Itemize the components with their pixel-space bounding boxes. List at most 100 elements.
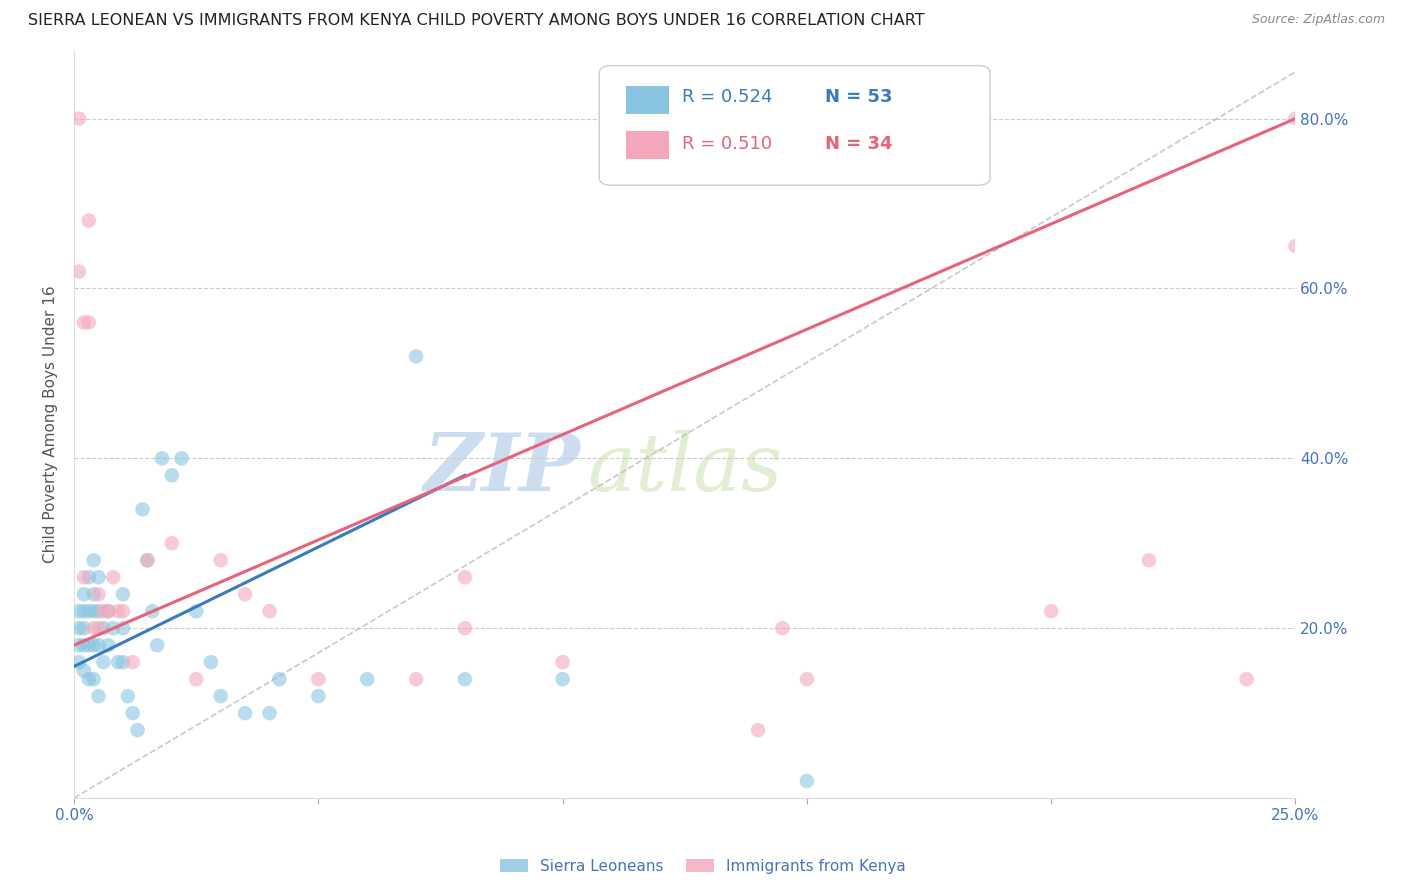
Text: SIERRA LEONEAN VS IMMIGRANTS FROM KENYA CHILD POVERTY AMONG BOYS UNDER 16 CORREL: SIERRA LEONEAN VS IMMIGRANTS FROM KENYA … — [28, 13, 925, 29]
Point — [67, 655, 90, 669]
Point — [160, 468, 183, 483]
Point — [136, 553, 159, 567]
Point — [405, 672, 427, 686]
Point — [97, 638, 120, 652]
Text: R = 0.524: R = 0.524 — [682, 88, 773, 106]
Point — [111, 655, 134, 669]
Bar — [626, 130, 669, 159]
Point — [150, 451, 173, 466]
Point — [87, 621, 110, 635]
Point — [93, 655, 115, 669]
Point — [127, 723, 149, 738]
Point — [796, 774, 818, 789]
Point — [67, 621, 90, 635]
Point — [170, 451, 193, 466]
Y-axis label: Child Poverty Among Boys Under 16: Child Poverty Among Boys Under 16 — [44, 285, 58, 563]
Point — [73, 638, 96, 652]
Point — [146, 638, 169, 652]
Point — [67, 112, 90, 126]
Point — [87, 689, 110, 703]
Point — [121, 706, 143, 720]
Point — [307, 689, 329, 703]
Text: Source: ZipAtlas.com: Source: ZipAtlas.com — [1251, 13, 1385, 27]
Text: ZIP: ZIP — [425, 431, 581, 508]
Point — [101, 621, 124, 635]
Point — [73, 621, 96, 635]
Point — [101, 570, 124, 584]
Point — [131, 502, 153, 516]
Point — [107, 655, 129, 669]
Point — [454, 621, 477, 635]
Point — [259, 706, 281, 720]
Point — [83, 672, 105, 686]
Point — [111, 587, 134, 601]
Point — [233, 706, 256, 720]
Point — [67, 604, 90, 618]
Point — [111, 621, 134, 635]
Point — [97, 604, 120, 618]
Point — [121, 655, 143, 669]
Text: atlas: atlas — [588, 431, 783, 508]
Point — [83, 553, 105, 567]
Point — [307, 672, 329, 686]
Point — [77, 638, 100, 652]
Point — [209, 553, 232, 567]
Point — [77, 604, 100, 618]
Point — [73, 570, 96, 584]
Point — [551, 672, 574, 686]
Point — [77, 570, 100, 584]
Point — [160, 536, 183, 550]
Point — [97, 604, 120, 618]
Point — [93, 604, 115, 618]
Point — [186, 604, 208, 618]
Point — [1137, 553, 1160, 567]
Point — [83, 587, 105, 601]
Point — [73, 664, 96, 678]
Point — [259, 604, 281, 618]
Text: N = 53: N = 53 — [825, 88, 893, 106]
Point — [796, 672, 818, 686]
FancyBboxPatch shape — [599, 66, 990, 186]
Point — [111, 604, 134, 618]
Point — [93, 621, 115, 635]
Text: R = 0.510: R = 0.510 — [682, 135, 772, 153]
Point — [269, 672, 291, 686]
Point — [233, 587, 256, 601]
Point — [1284, 112, 1306, 126]
Point — [136, 553, 159, 567]
Point — [356, 672, 378, 686]
Point — [772, 621, 794, 635]
Point — [73, 604, 96, 618]
Point — [73, 315, 96, 329]
Text: N = 34: N = 34 — [825, 135, 893, 153]
Point — [200, 655, 222, 669]
Point — [83, 621, 105, 635]
Point — [141, 604, 163, 618]
Point — [551, 655, 574, 669]
Point — [1040, 604, 1063, 618]
Point — [77, 672, 100, 686]
Point — [107, 604, 129, 618]
Point — [186, 672, 208, 686]
Legend: Sierra Leoneans, Immigrants from Kenya: Sierra Leoneans, Immigrants from Kenya — [494, 853, 912, 880]
Point — [87, 570, 110, 584]
Point — [747, 723, 769, 738]
Point — [1284, 239, 1306, 253]
Bar — [626, 86, 669, 114]
Point — [77, 213, 100, 227]
Point — [405, 350, 427, 364]
Point — [67, 264, 90, 278]
Point — [454, 570, 477, 584]
Point — [83, 638, 105, 652]
Point — [67, 638, 90, 652]
Point — [117, 689, 139, 703]
Point — [87, 587, 110, 601]
Point — [454, 672, 477, 686]
Point — [1236, 672, 1258, 686]
Point — [87, 638, 110, 652]
Point — [77, 315, 100, 329]
Point — [87, 604, 110, 618]
Point — [209, 689, 232, 703]
Point — [73, 587, 96, 601]
Point — [83, 604, 105, 618]
